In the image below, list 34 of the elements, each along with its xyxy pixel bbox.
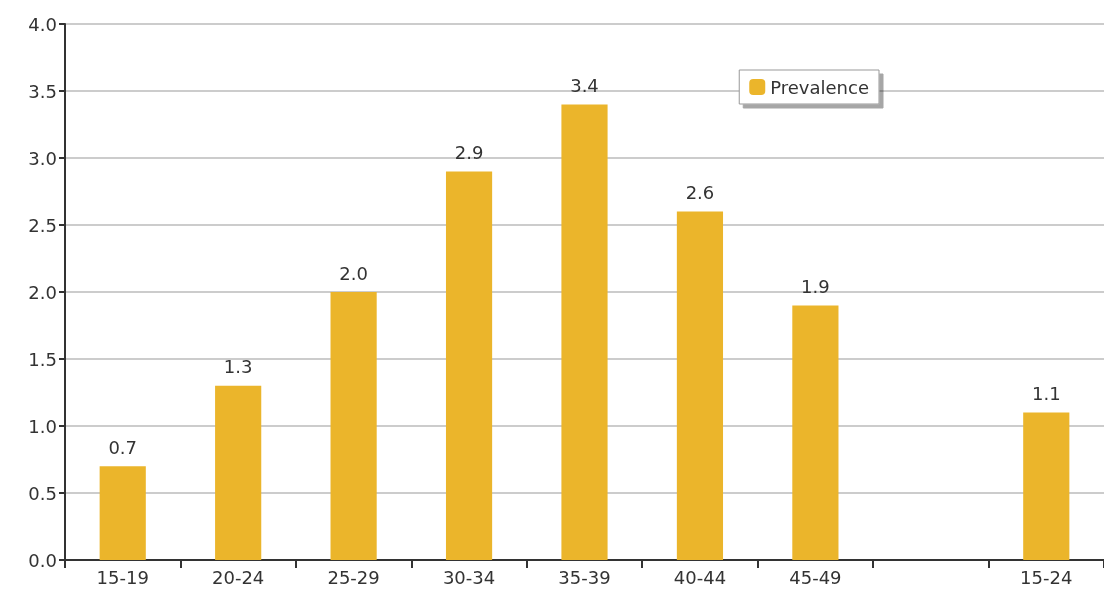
- legend-label: Prevalence: [770, 76, 870, 98]
- data-label: 1.9: [801, 275, 830, 297]
- data-label: 2.9: [454, 141, 484, 163]
- x-tick-label: 30-34: [442, 566, 496, 588]
- bar: [1023, 412, 1070, 560]
- y-tick-label: 2.5: [28, 214, 57, 236]
- x-tick-label: 35-39: [558, 566, 611, 588]
- bar: [99, 466, 146, 560]
- data-label: 2.0: [339, 262, 368, 284]
- y-tick-label: 1.5: [28, 348, 57, 370]
- y-tick-label: 1.0: [28, 415, 57, 437]
- x-tick-label: 15-24: [1020, 566, 1073, 588]
- x-tick-label: 15-19: [96, 566, 149, 588]
- y-tick-label: 2.0: [28, 281, 57, 303]
- data-label: 1.3: [223, 356, 253, 378]
- bar: [792, 305, 839, 560]
- data-label: 3.4: [570, 74, 599, 96]
- x-tick-label: 45-49: [789, 566, 842, 588]
- bar: [676, 211, 724, 560]
- bar: [561, 104, 608, 560]
- x-tick-label: 40-44: [673, 566, 727, 588]
- x-tick-label: 20-24: [212, 566, 265, 588]
- bar: [215, 385, 262, 560]
- y-tick-label: 3.0: [28, 147, 57, 169]
- y-tick-label: 4.0: [28, 13, 57, 35]
- x-tick-label: 25-29: [327, 566, 380, 588]
- y-tick-label: 0.5: [28, 482, 57, 504]
- y-tick-label: 3.5: [28, 80, 57, 102]
- bar: [445, 171, 493, 560]
- data-label: 1.1: [1031, 383, 1061, 405]
- bar: [330, 292, 377, 560]
- y-tick-label: 0.0: [28, 549, 57, 571]
- data-label: 2.6: [685, 182, 715, 204]
- data-label: 0.7: [108, 436, 138, 458]
